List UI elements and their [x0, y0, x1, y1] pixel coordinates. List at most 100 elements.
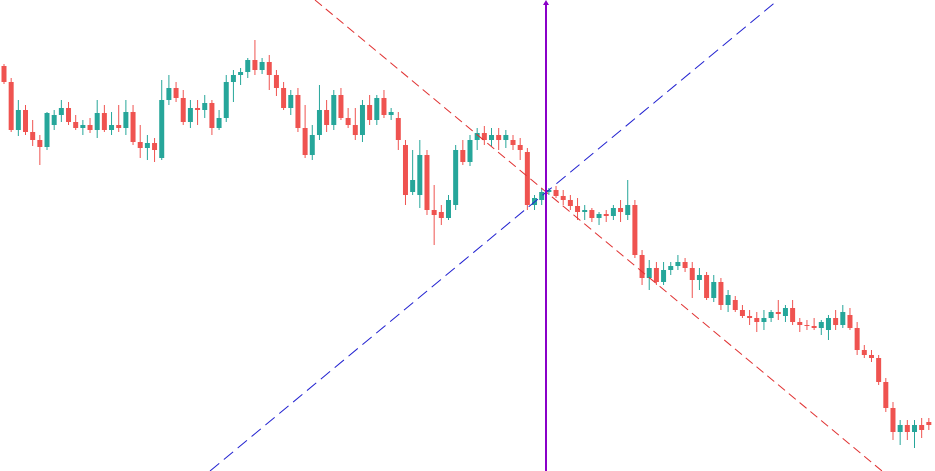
candle-body: [316, 110, 322, 135]
candle-body: [152, 143, 158, 150]
candle-body: [273, 75, 279, 88]
candle-body: [610, 208, 616, 216]
candle-body: [919, 425, 925, 430]
candle-body: [44, 113, 50, 147]
candle-body: [582, 210, 588, 212]
candle-body: [524, 152, 530, 205]
candle-body: [646, 268, 652, 278]
candles: [1, 40, 932, 448]
candle-body: [395, 118, 401, 140]
candle-body: [374, 98, 380, 120]
candle-body: [725, 295, 731, 305]
candle-body: [754, 318, 760, 322]
candle-body: [94, 113, 100, 130]
candle-body: [130, 112, 136, 142]
candle-body: [116, 125, 122, 128]
candle-body: [897, 425, 903, 432]
candle-body: [166, 88, 172, 100]
candle-body: [732, 300, 738, 310]
candle-body: [589, 210, 595, 218]
candle-body: [216, 118, 222, 128]
candle-body: [711, 282, 717, 298]
candle-body: [632, 205, 638, 255]
candle-body: [689, 268, 695, 280]
candle-body: [883, 382, 889, 408]
candle-body: [266, 62, 272, 75]
candle-body: [876, 358, 882, 382]
candle-body: [109, 125, 115, 130]
candle-body: [223, 82, 229, 118]
candle-body: [187, 108, 193, 122]
candle-body: [539, 192, 545, 200]
candle-body: [359, 105, 365, 135]
candle-body: [309, 135, 315, 155]
candle-body: [202, 103, 208, 110]
candle-body: [101, 113, 107, 130]
candle-body: [331, 95, 337, 125]
candle-body: [596, 214, 602, 218]
candle-body: [560, 196, 566, 200]
candle-body: [66, 108, 72, 122]
candle-body: [302, 128, 308, 155]
candle-body: [445, 200, 451, 218]
candle-body: [790, 308, 796, 322]
blue-trend-line: [209, 0, 779, 471]
candle-body: [625, 205, 631, 215]
candle-body: [8, 82, 14, 130]
candle-body: [295, 95, 301, 128]
candle-body: [747, 316, 753, 318]
candle-body: [782, 308, 788, 316]
candle-body: [890, 408, 896, 432]
candle-body: [288, 95, 294, 108]
candle-body: [417, 155, 423, 195]
candle-body: [345, 118, 351, 125]
candle-body: [137, 142, 143, 148]
candle-body: [173, 88, 179, 98]
candle-body: [30, 132, 36, 140]
candle-body: [180, 98, 186, 122]
candle-body: [252, 60, 258, 70]
candle-body: [682, 262, 688, 268]
candle-body: [804, 325, 810, 326]
candle-body: [668, 266, 674, 270]
candle-body: [926, 422, 932, 425]
candle-body: [825, 318, 831, 330]
candle-body: [402, 145, 408, 195]
candle-body: [661, 270, 667, 282]
candle-body: [453, 150, 459, 205]
candle-body: [460, 150, 466, 162]
candle-body: [80, 125, 86, 128]
candle-body: [904, 425, 910, 432]
candle-body: [245, 60, 251, 72]
candle-body: [847, 315, 853, 328]
candle-body: [811, 326, 817, 328]
candle-body: [797, 322, 803, 325]
candle-body: [410, 180, 416, 192]
candle-body: [230, 75, 236, 82]
candle-body: [123, 112, 129, 128]
candle-body: [324, 110, 330, 125]
candle-body: [15, 110, 21, 130]
candle-body: [144, 143, 150, 148]
candle-body: [818, 322, 824, 328]
candle-body: [768, 312, 774, 318]
candle-body: [603, 214, 609, 216]
candle-body: [87, 125, 93, 130]
candle-body: [489, 135, 495, 140]
candle-body: [23, 110, 29, 132]
candle-body: [718, 282, 724, 305]
candle-body: [517, 145, 523, 150]
candle-body: [259, 62, 265, 70]
candle-body: [195, 108, 201, 110]
candle-body: [775, 312, 781, 314]
candle-body: [840, 312, 846, 325]
candle-body: [238, 72, 244, 75]
candle-body: [159, 100, 165, 158]
candle-body: [438, 212, 444, 218]
candle-body: [467, 140, 473, 162]
candle-body: [281, 88, 287, 108]
candle-body: [381, 98, 387, 115]
candle-body: [546, 190, 552, 192]
candle-body: [761, 318, 767, 322]
